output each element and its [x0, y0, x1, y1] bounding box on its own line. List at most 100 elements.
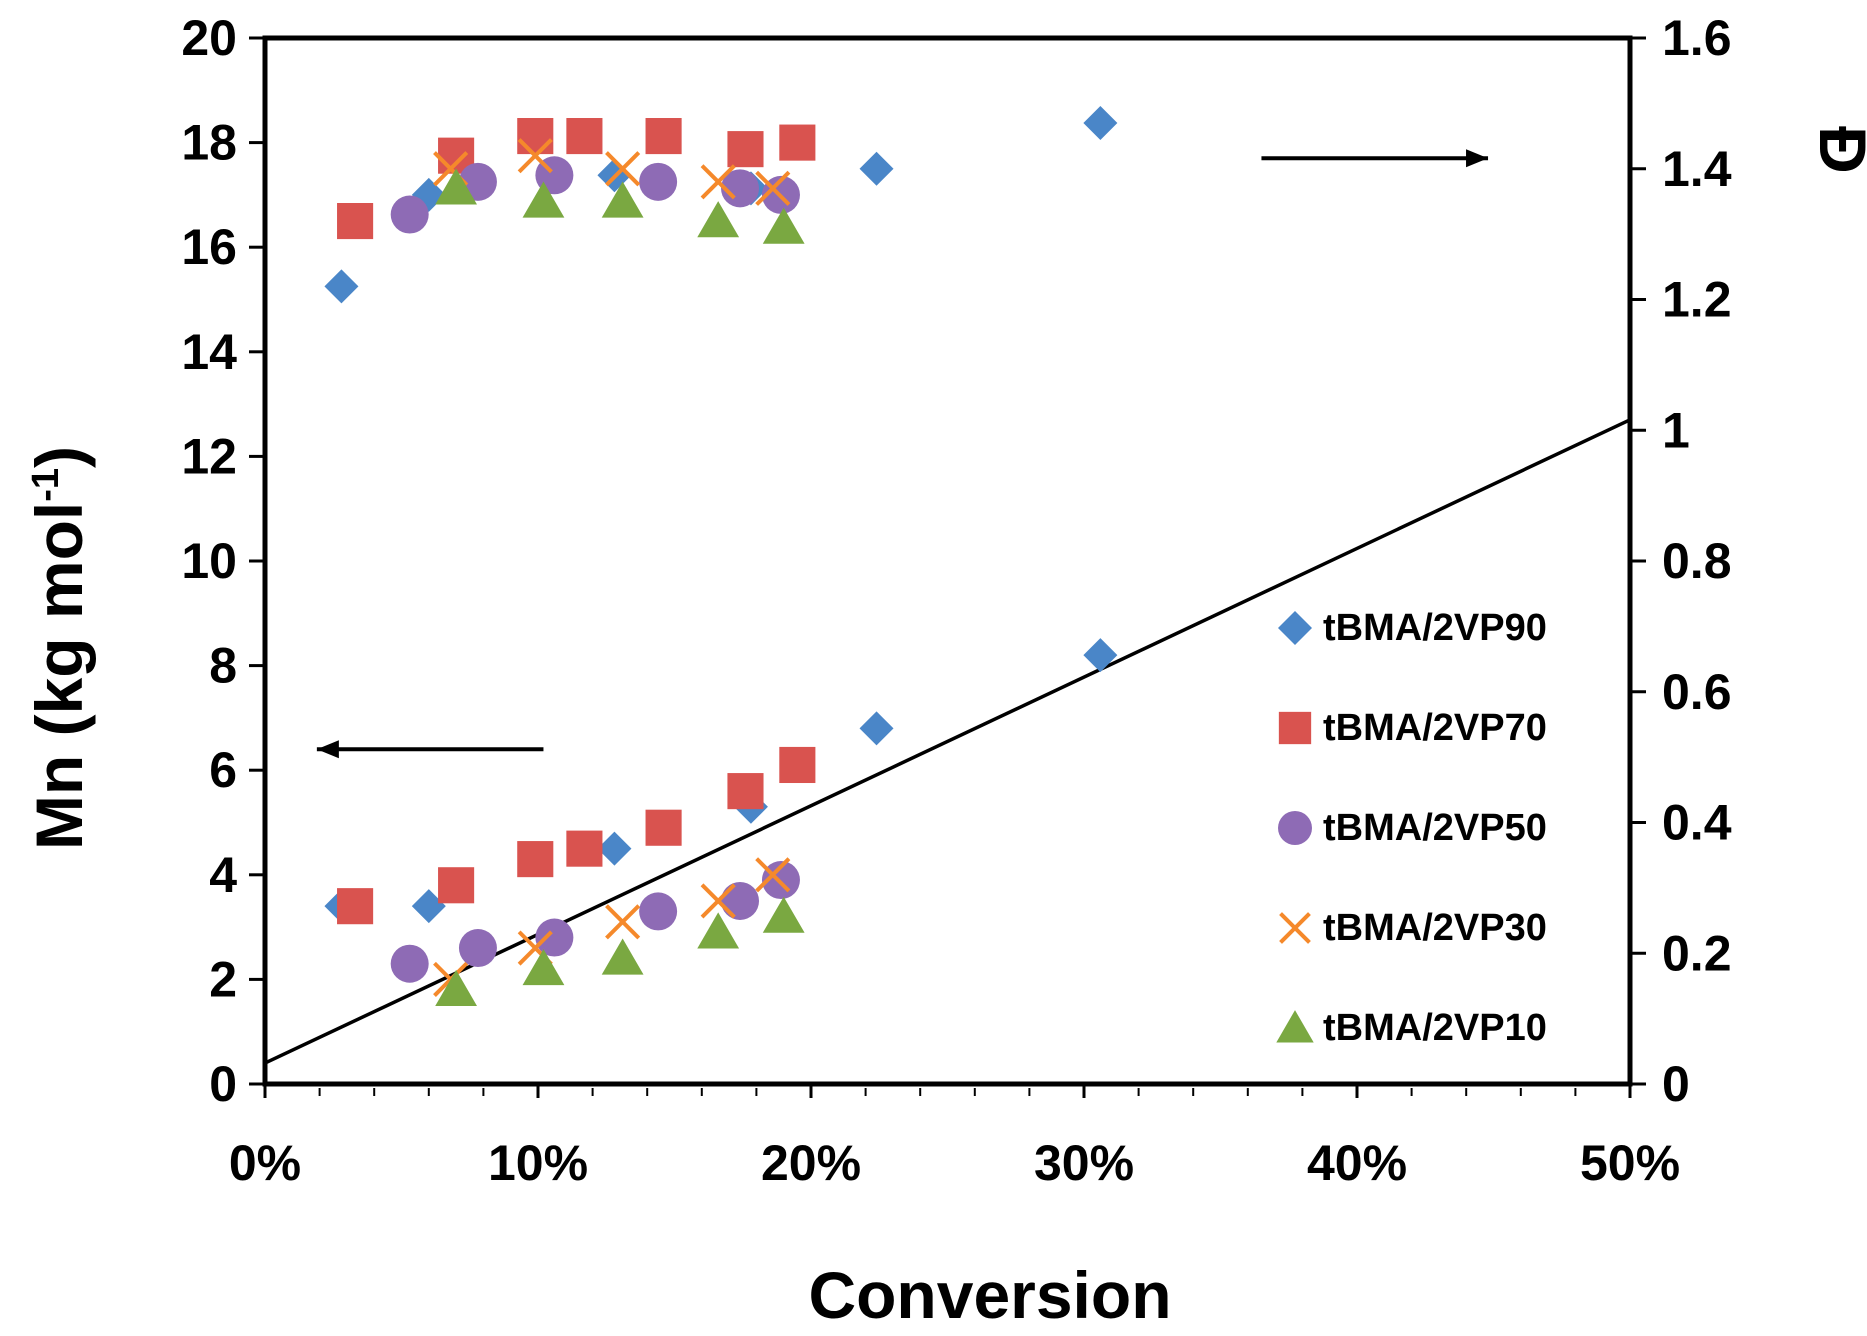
dispersity-point [566, 118, 603, 155]
y-tick-label: 16 [181, 219, 237, 275]
series-tbma-2vp50 [390, 156, 800, 983]
legend-marker [1278, 811, 1312, 845]
x-tick-label: 30% [1034, 1135, 1134, 1191]
dispersity-point [645, 118, 682, 155]
dispersity-point [1083, 105, 1118, 140]
legend-label: tBMA/2VP90 [1323, 607, 1547, 649]
y-tick-label: 10 [181, 533, 237, 589]
dispersity-point [435, 168, 477, 205]
mn-point [535, 918, 574, 957]
mn-point [435, 969, 477, 1007]
mn-point [517, 841, 554, 878]
x-axis-tick-labels: 0% 10% 20% 30% 40% 50% [229, 1135, 1680, 1191]
legend-marker [1276, 1010, 1314, 1043]
y2-tick-label: 1.6 [1662, 10, 1732, 66]
mn-point [700, 883, 736, 919]
y-axis-title-superscript: -1 [25, 468, 67, 502]
dispersity-point [779, 124, 816, 161]
dispersity-point [727, 131, 764, 168]
y-tick-label: 14 [181, 324, 237, 380]
y-tick-label: 6 [209, 742, 237, 798]
y-tick-label: 4 [209, 847, 237, 903]
legend-entry: tBMA/2VP90 [1278, 607, 1547, 649]
series-tbma-2vp10 [435, 168, 805, 1007]
y-tick-label: 12 [181, 428, 237, 484]
legend-label: tBMA/2VP30 [1323, 907, 1547, 949]
y2-tick-label: 0.2 [1662, 925, 1732, 981]
dispersity-point [605, 151, 641, 187]
y-axis-tick-labels: 0 2 4 6 8 10 12 14 16 18 20 [181, 10, 237, 1112]
mn-point [390, 944, 429, 983]
legend-marker [1278, 611, 1312, 645]
y2-tick-label: 0.6 [1662, 664, 1732, 720]
dispersity-point [517, 118, 554, 155]
data-points [324, 105, 1118, 1007]
y-axis-title: Mn (kg mol-1) [22, 446, 96, 850]
y2-axis-tick-labels: 0 0.2 0.4 0.6 0.8 1 1.2 1.4 1.6 [1662, 10, 1732, 1112]
legend-label: tBMA/2VP70 [1323, 707, 1547, 749]
y2-tick-label: 1.2 [1662, 272, 1732, 328]
mn-point [337, 888, 374, 925]
y2-tick-label: 1.4 [1662, 141, 1732, 197]
y-axis-title-close: ) [22, 446, 96, 468]
y-tick-label: 8 [209, 638, 237, 694]
y-axis-title-main: Mn (kg mol [22, 502, 96, 850]
mn-point [721, 881, 760, 920]
axis-arrows [316, 149, 1489, 759]
y2-tick-label: 1 [1662, 402, 1690, 458]
legend-entry: tBMA/2VP70 [1278, 707, 1547, 749]
dispersity-point [517, 138, 553, 174]
x-tick-label: 40% [1307, 1135, 1407, 1191]
mn-point [1083, 638, 1118, 673]
legend-label: tBMA/2VP50 [1323, 807, 1547, 849]
mn-point [755, 857, 791, 893]
mn-point [601, 938, 644, 975]
dispersity-point [390, 195, 429, 234]
mn-point [859, 711, 894, 746]
dispersity-point [859, 151, 894, 186]
legend-label: tBMA/2VP10 [1323, 1007, 1547, 1049]
legend-marker [1278, 711, 1312, 745]
arrow-head [316, 740, 339, 759]
y2-tick-label: 0 [1662, 1056, 1690, 1112]
dispersity-point [601, 181, 644, 218]
mn-point [762, 896, 805, 933]
legend-entry: tBMA/2VP10 [1276, 1007, 1547, 1049]
y2-tick-label: 0.4 [1662, 795, 1732, 851]
mn-point [605, 904, 641, 940]
dispersity-point [337, 203, 374, 240]
legend-entry: tBMA/2VP30 [1279, 907, 1547, 949]
legend-marker [1279, 912, 1311, 944]
dispersity-point [697, 201, 740, 238]
x-tick-label: 10% [488, 1135, 588, 1191]
dispersity-point [324, 269, 359, 304]
dispersity-point [755, 170, 791, 206]
plot-area-frame [262, 35, 1633, 1087]
dispersity-point [700, 164, 736, 200]
series-tbma-2vp30 [433, 138, 791, 997]
y2-tick-label: 0.8 [1662, 533, 1732, 589]
mn-point [779, 746, 816, 784]
mn-point [438, 867, 475, 904]
dispersity-point [762, 207, 805, 244]
mn-point [411, 889, 446, 924]
dispersity-point [522, 181, 565, 218]
x-tick-label: 0% [229, 1135, 301, 1191]
mn-point [566, 830, 603, 867]
y-tick-label: 0 [209, 1056, 237, 1112]
y-tick-label: 20 [181, 10, 237, 66]
mn-point [727, 773, 764, 810]
dispersity-point [721, 169, 760, 208]
y-tick-label: 18 [181, 115, 237, 171]
mn-point [761, 861, 800, 900]
x-tick-label: 50% [1580, 1135, 1680, 1191]
dispersity-point [639, 162, 678, 201]
mn-point [645, 809, 682, 846]
arrow-right [1261, 149, 1489, 168]
series-tbma-2vp70 [337, 118, 816, 925]
mn-point [697, 912, 740, 949]
legend: tBMA/2VP90 tBMA/2VP70 tBMA/2VP50 tBMA/2VP30… [1276, 607, 1547, 1049]
y-tick-label: 2 [209, 951, 237, 1007]
